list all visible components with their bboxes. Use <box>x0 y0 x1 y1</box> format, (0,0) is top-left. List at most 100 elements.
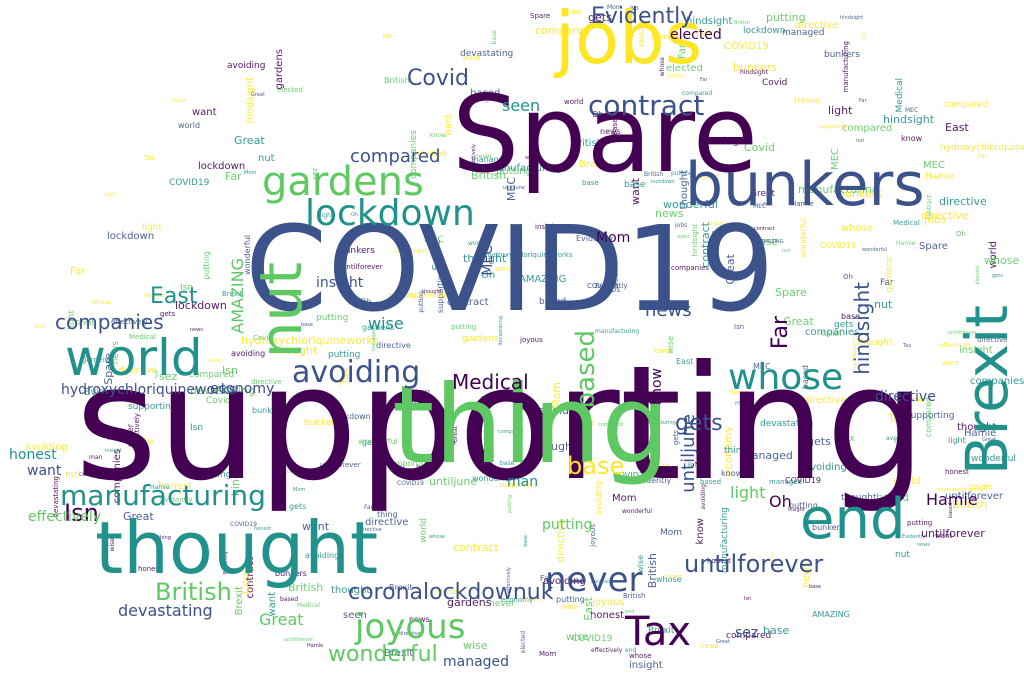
word-covid19: COVID19 <box>230 521 257 528</box>
word-brexit: Brexit <box>389 583 413 592</box>
word-untiljune: untiljune <box>678 414 699 493</box>
word-putting: putting <box>496 166 532 177</box>
word-based: based <box>571 330 601 409</box>
word-directive: directive <box>365 517 409 528</box>
word-compared: compared <box>842 123 893 134</box>
word-insight: insight <box>535 223 559 231</box>
word-nut: nut <box>258 153 275 164</box>
word-isn: Isn <box>64 499 99 527</box>
word-great: Great <box>75 319 95 327</box>
word-putting: putting <box>556 595 585 604</box>
word-covid: Covid <box>253 334 273 342</box>
word-know: know <box>649 368 665 405</box>
word-oh: Oh <box>481 270 496 281</box>
word-elected: elected <box>975 266 981 285</box>
word-east: East <box>894 438 907 445</box>
word-putting: putting <box>766 11 806 24</box>
word-east: East <box>582 597 595 621</box>
word-elected: elected <box>666 63 704 74</box>
word-base: base <box>301 322 313 328</box>
word-spare: Spare <box>530 12 551 20</box>
word-devastating: devastating <box>190 384 256 397</box>
word-medical: Medical <box>895 78 905 113</box>
word-hydroxychloriquineworks: hydroxychloriquineworks <box>61 382 237 398</box>
word-effectively: effectively <box>28 509 102 525</box>
word-gets: gets <box>588 11 612 24</box>
word-insight: insight <box>316 275 364 291</box>
word-tax: Tax <box>888 412 907 425</box>
word-oh: Oh <box>360 297 372 306</box>
word-mom: Mom <box>244 170 257 176</box>
word-coronalockdownuk: coronalockdownuk <box>936 487 983 493</box>
word-thing: thing <box>724 446 748 456</box>
word-effectively: effectively <box>591 647 623 654</box>
word-light: light <box>948 436 966 445</box>
word-devastating: devastating <box>118 601 213 620</box>
word-directive: directive <box>360 527 382 533</box>
word-putting: putting <box>703 136 739 147</box>
word-gardens: gardens <box>82 356 111 364</box>
word-isn: Isn <box>222 364 238 377</box>
word-gardens: gardens <box>462 334 499 344</box>
word-insight: insight <box>788 507 805 513</box>
word-directive: directive <box>251 378 282 386</box>
word-supporting: supporting <box>906 411 955 421</box>
word-hamie: Hamie <box>729 389 749 396</box>
word-insight: insight <box>959 345 993 356</box>
word-wise: wise <box>368 314 404 333</box>
word-wise: wise <box>566 632 589 643</box>
word-covid19: COVID19 <box>587 282 619 290</box>
word-hindsight: hindsight <box>740 69 768 76</box>
word-avoiding: avoiding <box>25 442 68 453</box>
word-lockdown: lockdown <box>175 299 227 312</box>
word-sez: sez <box>159 370 178 383</box>
word-british: British <box>952 498 988 511</box>
word-know: know <box>901 134 923 143</box>
word-directive: directive <box>399 631 421 637</box>
word-world: world <box>495 265 515 273</box>
word-putting: putting <box>451 323 477 331</box>
word-gets: gets <box>160 310 176 318</box>
word-covid: Covid <box>762 78 788 88</box>
word-far: Far <box>538 435 549 443</box>
word-contract: contract <box>453 541 499 554</box>
word-news: news <box>655 207 684 220</box>
word-end: end <box>625 609 635 615</box>
word-honest: honest <box>590 610 625 621</box>
word-great: Great <box>234 134 265 147</box>
word-thought: thought <box>274 344 318 357</box>
word-light: light <box>828 104 853 117</box>
word-great: Great <box>251 92 265 98</box>
word-mec: MEC <box>905 107 919 114</box>
word-british: British <box>471 169 507 182</box>
word-brexit: Brexit <box>222 290 243 298</box>
word-gardens: gardens <box>705 221 726 227</box>
word-sez: sez <box>735 625 759 641</box>
word-whose: whose <box>984 254 1020 267</box>
word-light: light <box>320 212 334 219</box>
word-elected: elected <box>520 631 527 654</box>
word-end: end <box>35 324 45 330</box>
word-gets: gets <box>362 438 380 447</box>
word-effectively: effectively <box>111 318 148 326</box>
word-far: Far <box>859 98 867 104</box>
word-tax: Tax <box>144 154 156 162</box>
word-supporting: supporting <box>388 459 432 468</box>
word-base: base <box>523 535 529 547</box>
word-directive: directive <box>939 195 987 208</box>
word-gardens: gardens <box>274 49 285 90</box>
word-isn: Isn <box>744 596 752 602</box>
word-avoiding: avoiding <box>469 451 495 458</box>
word-whose: whose <box>629 652 652 660</box>
word-jobs: jobs <box>604 285 621 294</box>
word-end: end <box>800 487 906 552</box>
word-hindsight: hindsight <box>883 113 935 126</box>
word-world: world <box>65 329 203 387</box>
word-covid: Covid <box>206 396 232 406</box>
word-bunkers: bunkers <box>685 150 925 220</box>
word-compared: compared <box>682 90 713 97</box>
word-oh: Oh <box>862 32 868 40</box>
word-evidently: Evidently <box>576 234 614 243</box>
word-directive: directive <box>921 209 969 222</box>
word-gets: gets <box>289 502 307 511</box>
